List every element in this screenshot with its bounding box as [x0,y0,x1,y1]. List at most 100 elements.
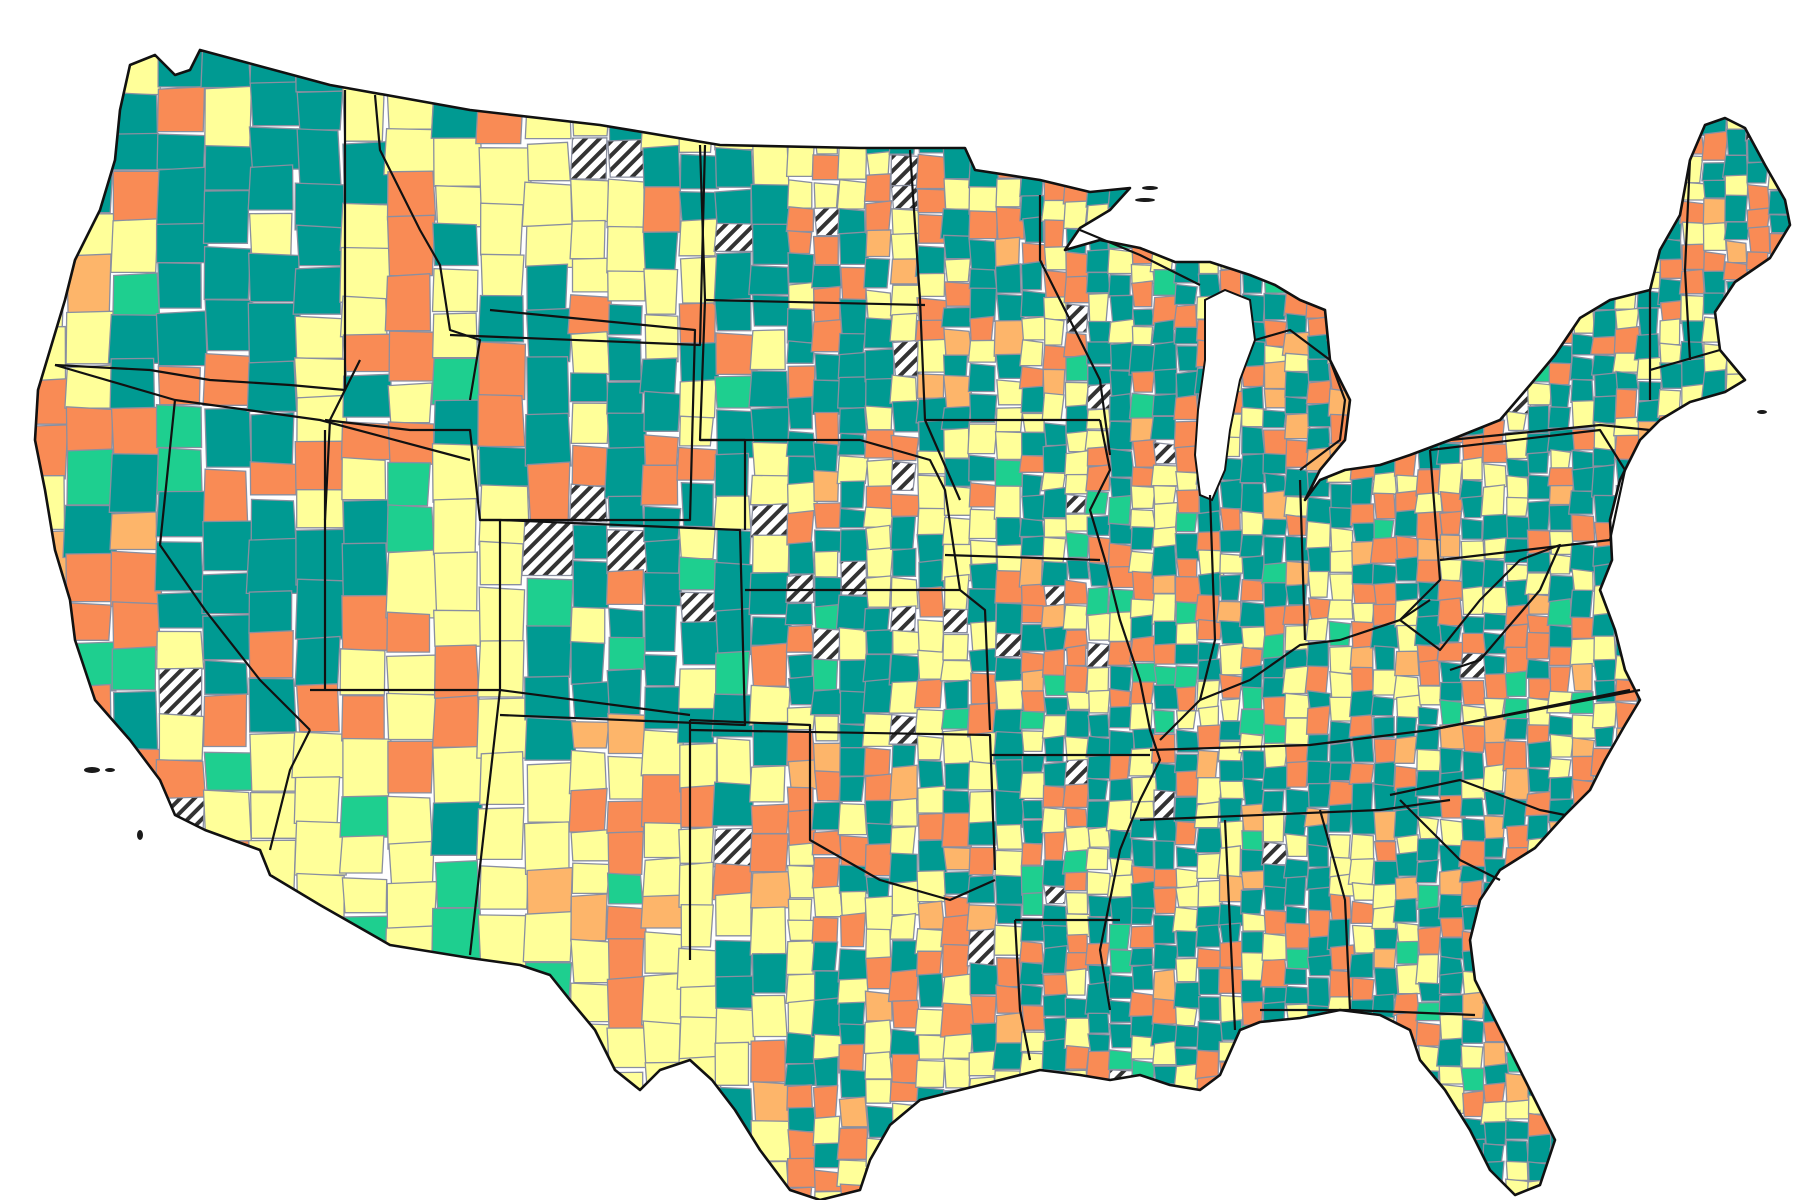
county-green [1065,354,1089,382]
county-yellow [1151,1128,1177,1157]
county-yellow [1483,194,1512,215]
county-yellow [294,315,344,359]
county-yellow [641,1129,681,1177]
county-teal [1767,980,1790,1013]
county-teal [1527,451,1550,474]
county-yellow [1483,536,1507,560]
county-orange [1747,1163,1774,1186]
county-teal [1263,292,1288,321]
county-orange [1042,973,1070,996]
county-orange [1527,218,1553,247]
county-yellow [568,50,608,74]
county-teal [1768,213,1790,234]
county-teal [862,653,892,683]
county-yellow [478,484,531,546]
county-teal [1723,420,1749,443]
county-yellow [1395,833,1421,855]
county-teal [1612,955,1642,977]
county-yellow [1438,558,1463,582]
county-yellow [750,1120,792,1162]
county-green [1021,891,1044,916]
county-yellow [1527,855,1552,882]
county-orange [1461,724,1487,753]
county-orange [1747,752,1773,778]
county-yellow [1043,113,1069,143]
county-orange [111,747,161,804]
county-yellow [1725,103,1750,132]
county-light-orange [750,870,793,909]
county-yellow [432,497,477,556]
county-orange [386,611,431,653]
county-yellow [1615,1067,1640,1092]
county-teal [1506,515,1531,539]
county-teal [35,177,65,222]
county-orange [1175,106,1201,134]
county-teal [1284,395,1308,415]
county-teal [1327,1041,1354,1073]
county-teal [1197,571,1221,597]
county-yellow [479,202,524,256]
county-teal [1725,535,1751,568]
county-green [1593,1107,1618,1137]
county-teal [1350,1118,1374,1143]
county-orange [1373,582,1399,607]
county-teal [837,432,867,456]
county-teal [1153,1173,1178,1198]
county-teal [1416,837,1441,862]
county-yellow [678,117,714,153]
county-orange [606,800,646,834]
county-orange [430,959,485,1002]
county-teal [1505,1119,1531,1140]
county-yellow [1680,294,1705,324]
county-teal [1438,971,1465,995]
county-yellow [1591,701,1618,729]
county-yellow [431,267,479,313]
county-orange [1549,666,1572,694]
county-teal [1615,370,1639,390]
county-teal [642,144,681,189]
county-teal [1724,194,1749,223]
county-yellow [914,1008,945,1036]
county-teal [1680,563,1707,595]
county-orange [341,594,393,651]
county-yellow [1020,125,1049,146]
county-yellow [570,331,611,375]
county-teal [342,140,390,205]
county-yellow [386,880,438,933]
county-teal [786,340,816,364]
county-teal [1372,246,1395,268]
county-light-orange [640,894,685,929]
state-border [324,418,502,690]
county-teal [714,1176,756,1200]
county-orange [863,173,892,203]
county-yellow [1107,248,1134,275]
county-teal [1571,209,1597,239]
county-light-orange [1242,222,1267,246]
county-orange [1416,1090,1442,1119]
county-green [1415,1001,1443,1022]
county-teal [864,799,893,826]
county-teal [1526,81,1551,108]
county-teal [1726,607,1754,634]
county-green [202,1072,250,1122]
county-teal [713,297,752,332]
county-yellow [714,107,756,151]
county-orange [1592,127,1618,153]
county-orange [1328,1116,1353,1136]
county-yellow [863,1019,894,1055]
county-light-orange [966,904,998,932]
county-orange [1150,64,1178,93]
county-teal [1746,1116,1772,1144]
county-orange [970,995,997,1025]
county-teal [607,303,643,336]
county-teal [1195,924,1222,948]
county-teal [1087,320,1112,345]
county-teal [864,50,895,66]
county-teal [1769,873,1790,903]
county-orange [1769,710,1790,736]
county-green [1658,805,1684,830]
county-teal [1064,105,1089,136]
county-orange [1020,842,1043,866]
county-teal [784,1031,816,1065]
county-green [1373,518,1395,541]
